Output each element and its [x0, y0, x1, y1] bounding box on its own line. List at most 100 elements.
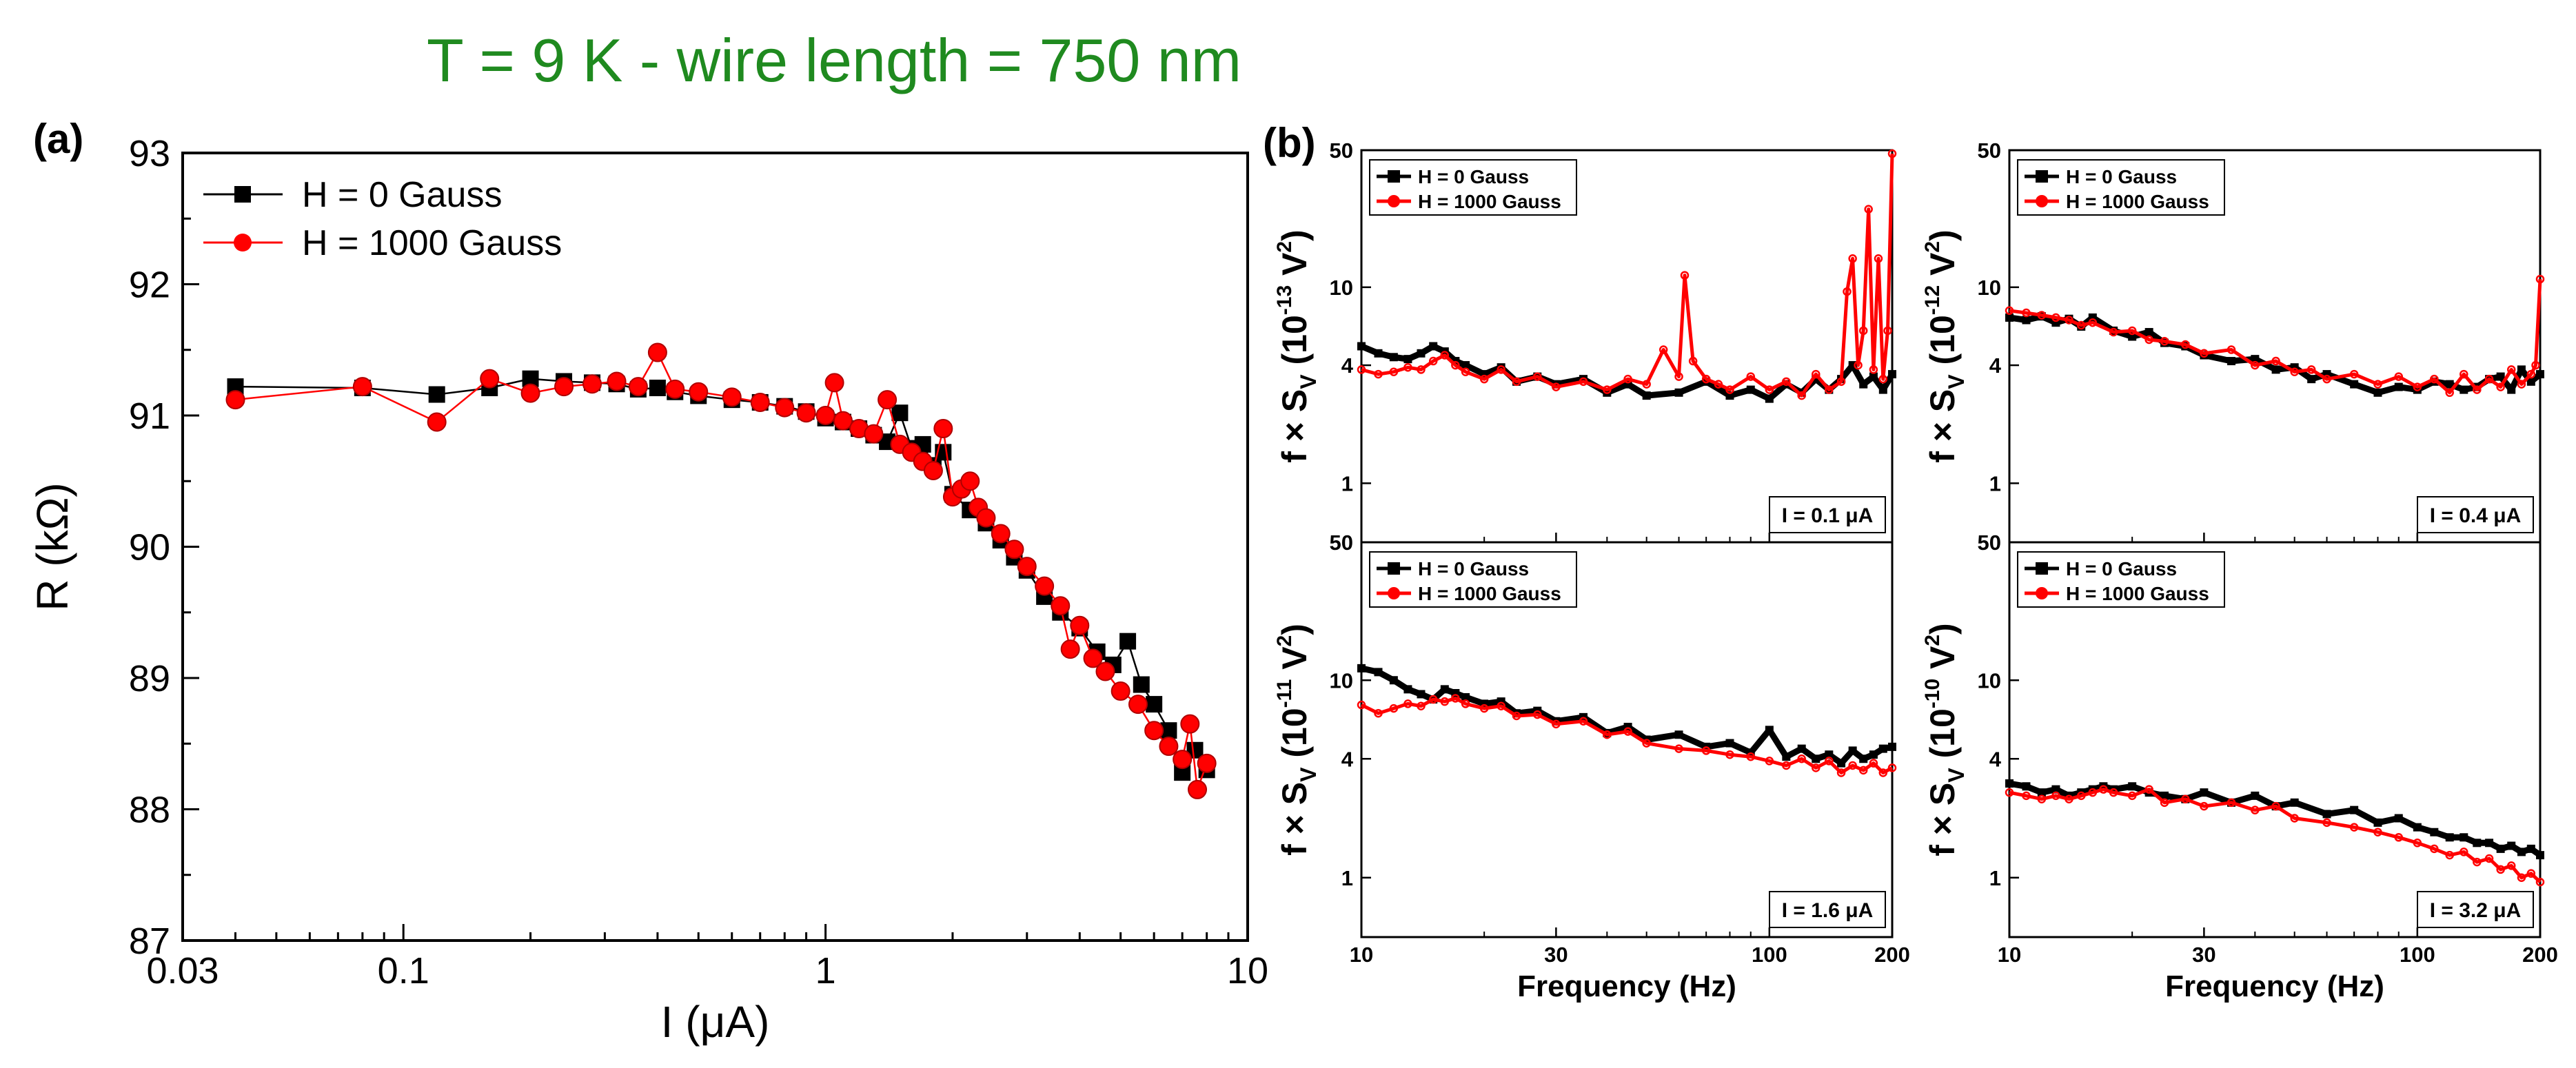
y-tick-label-b: 50 — [1330, 138, 1353, 163]
x-tick-label-b: 100 — [1752, 943, 1787, 967]
data-point-circle — [1389, 367, 1399, 376]
data-point-square — [2394, 382, 2403, 391]
data-point-circle — [2099, 785, 2108, 794]
data-point-circle — [750, 392, 770, 412]
data-point-square — [2144, 328, 2153, 337]
data-point-circle — [1440, 697, 1450, 706]
data-point-circle — [2022, 791, 2031, 801]
data-point-circle — [1497, 701, 1505, 710]
data-point-square — [1674, 730, 1683, 739]
data-point-circle — [2227, 798, 2236, 808]
data-point-square — [2460, 833, 2468, 842]
legend-marker-circle — [2036, 195, 2048, 207]
data-point-circle — [1887, 763, 1897, 772]
data-point-square — [2445, 380, 2454, 389]
data-point-circle — [1887, 149, 1897, 158]
data-point-circle — [1688, 356, 1698, 366]
data-point-circle — [1357, 365, 1366, 374]
data-point-square — [1888, 742, 1896, 751]
data-point-circle — [1812, 369, 1821, 379]
data-point-circle — [647, 342, 667, 362]
data-point-circle — [2394, 372, 2404, 381]
legend-label: H = 0 Gauss — [2066, 166, 2177, 187]
y-tick-label-b: 10 — [1330, 668, 1353, 692]
x-axis-title-b: Frequency (Hz) — [2165, 969, 2384, 1003]
y-tick-label-b: 50 — [1978, 138, 2001, 163]
y-tick-label-b: 4 — [1989, 353, 2002, 378]
data-point-circle — [1674, 372, 1683, 381]
data-point-circle — [2413, 839, 2422, 848]
data-point-circle — [2290, 367, 2299, 376]
y-tick-label-b: 1 — [1989, 866, 2001, 890]
data-point-circle — [1714, 380, 1723, 389]
data-point-square — [2445, 833, 2454, 842]
data-point-circle — [1836, 768, 1846, 777]
data-point-circle — [2394, 833, 2404, 842]
data-point-circle — [2251, 360, 2260, 370]
y-tick-label-b: 4 — [1989, 747, 2002, 771]
series-line — [235, 350, 1208, 790]
data-point-circle — [1173, 750, 1193, 770]
series-line — [235, 378, 1208, 775]
subplot-frame — [2008, 541, 2542, 938]
data-point-square — [1869, 750, 1878, 759]
legend-marker-circle — [2036, 587, 2048, 599]
data-point-circle — [607, 371, 627, 391]
legend-label: H = 1000 Gauss — [302, 223, 562, 263]
y-tick-label-b: 50 — [1978, 531, 2001, 555]
x-tick-label-b: 30 — [2192, 943, 2215, 967]
legend-marker-square — [2036, 170, 2048, 183]
data-point-circle — [2065, 316, 2073, 325]
y-label-prefix: f × S — [1923, 783, 1962, 856]
data-point-circle — [2322, 818, 2331, 828]
series-h1000-b — [2005, 274, 2545, 398]
data-point-square — [2507, 841, 2516, 850]
data-point-circle — [1417, 701, 1426, 710]
data-point-circle — [1642, 739, 1651, 748]
y-axis-title-b: f × SV (10-12 V2) — [1921, 229, 1969, 462]
data-point-square — [1403, 685, 1412, 694]
y-label-close: ) — [1923, 229, 1962, 241]
data-point-square — [1859, 380, 1868, 389]
data-point-circle — [2373, 380, 2382, 389]
data-point-circle — [2460, 369, 2468, 379]
data-point-circle — [1825, 757, 1834, 766]
data-point-circle — [1642, 380, 1651, 389]
data-point-circle — [1836, 377, 1846, 387]
data-point-circle — [2005, 306, 2014, 316]
annotation-label: I = 0.1 μA — [1782, 504, 1874, 527]
y-tick-label-b: 4 — [1341, 747, 1354, 771]
data-point-circle — [2051, 791, 2060, 801]
data-point-circle — [1797, 754, 1806, 763]
y-label-unit: (10 — [1923, 708, 1962, 768]
data-point-square — [2005, 779, 2014, 788]
data-point-circle — [225, 390, 245, 410]
data-point-square — [2373, 818, 2382, 827]
data-point-square — [1797, 744, 1806, 753]
data-point-circle — [1603, 385, 1612, 394]
data-point-circle — [2051, 313, 2060, 322]
data-point-square — [2536, 370, 2544, 379]
x-tick-label-a: 0.03 — [146, 950, 219, 992]
data-point-circle — [976, 508, 996, 528]
data-point-circle — [1746, 372, 1756, 381]
data-point-square — [2200, 788, 2209, 797]
y-label-prefix: f × S — [1923, 389, 1962, 463]
data-point-circle — [2127, 326, 2137, 336]
x-tick-label-a: 0.1 — [378, 950, 429, 992]
data-point-square — [2517, 365, 2526, 374]
data-point-circle — [2022, 308, 2031, 318]
data-point-square — [2373, 388, 2382, 397]
data-point-circle — [1878, 374, 1888, 384]
data-point-circle — [2322, 374, 2331, 384]
y-axis-title-a: R (kΩ) — [28, 482, 77, 610]
data-point-circle — [1428, 695, 1438, 704]
legend-label: H = 1000 Gauss — [2066, 583, 2209, 604]
data-point-square — [2473, 839, 2482, 848]
data-point-circle — [2484, 854, 2494, 863]
data-point-circle — [665, 379, 685, 399]
data-point-square — [1812, 754, 1821, 763]
data-point-circle — [1512, 377, 1521, 387]
